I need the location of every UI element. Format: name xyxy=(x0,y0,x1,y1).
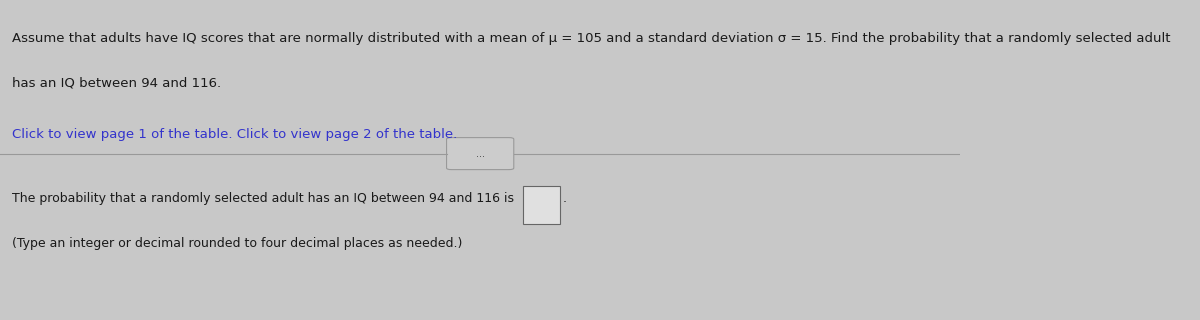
FancyBboxPatch shape xyxy=(446,138,514,170)
Text: Click to view page 1 of the table. Click to view page 2 of the table.: Click to view page 1 of the table. Click… xyxy=(12,128,457,141)
Text: .: . xyxy=(563,192,566,205)
Text: (Type an integer or decimal rounded to four decimal places as needed.): (Type an integer or decimal rounded to f… xyxy=(12,237,462,250)
Bar xyxy=(523,186,560,224)
Text: The probability that a randomly selected adult has an IQ between 94 and 116 is: The probability that a randomly selected… xyxy=(12,192,514,205)
Text: Assume that adults have IQ scores that are normally distributed with a mean of μ: Assume that adults have IQ scores that a… xyxy=(12,32,1170,45)
Text: has an IQ between 94 and 116.: has an IQ between 94 and 116. xyxy=(12,77,221,90)
Text: ...: ... xyxy=(475,148,485,159)
